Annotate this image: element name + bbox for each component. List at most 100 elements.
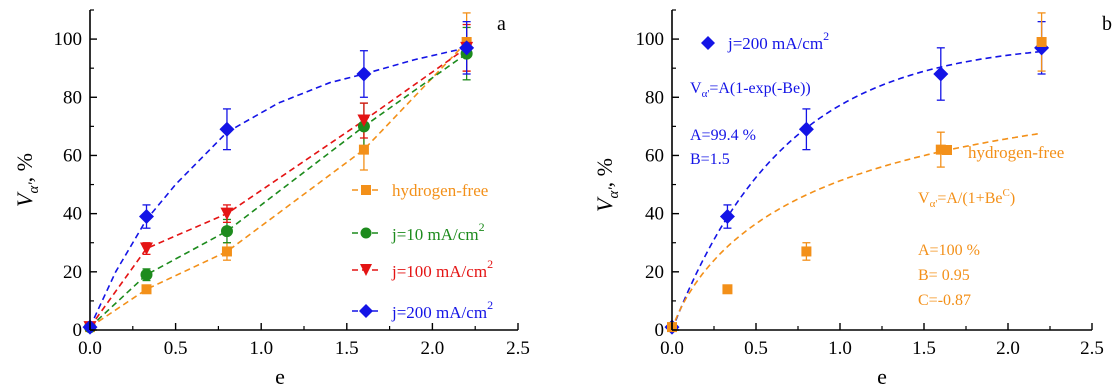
legend-label-main: j=10 mA/cm — [391, 225, 479, 244]
legend-square-marker — [942, 145, 952, 155]
formula-mid: =A/(1+Be — [937, 190, 1002, 207]
legend-label: j=100 mA/cm2 — [391, 257, 493, 281]
x-tick-label: 0.5 — [164, 338, 188, 359]
y-tick-label: 40 — [645, 204, 664, 225]
x-tick-label: 1.5 — [335, 338, 359, 359]
panel-b-y-title-sub: α' — [606, 187, 622, 199]
y-tick-label: 100 — [54, 29, 83, 50]
legend-label-sup: 2 — [487, 257, 493, 271]
trend-line-hydrogen_free — [89, 41, 468, 328]
formula-v: V — [918, 190, 930, 207]
x-tick-label: 1.5 — [912, 338, 936, 359]
legend-label: hydrogen-free — [392, 181, 488, 200]
legend-item-j10: j=10 mA/cm2 — [352, 220, 485, 244]
y-tick-label: 0 — [655, 320, 665, 341]
legend-label: hydrogen-free — [968, 143, 1064, 162]
data-point-j200 — [459, 40, 475, 56]
legend-label: j=200 mA/cm2 — [727, 29, 829, 53]
panel-b-y-title-main: V — [592, 196, 617, 212]
y-tick-label: 100 — [636, 29, 665, 50]
x-tick-label: 0.0 — [78, 338, 102, 359]
data-point-j200 — [798, 121, 814, 137]
formula-v-sub: α' — [702, 88, 710, 100]
formula-rest: =A(1-exp(-Be)) — [709, 80, 810, 97]
legend-square-marker — [361, 185, 371, 195]
data-point-j200 — [138, 209, 154, 225]
data-point-j10 — [220, 225, 233, 238]
legend-diamond-marker — [701, 36, 715, 50]
formula-v-sub: α' — [930, 198, 938, 210]
panel-a-y-title-main: V — [12, 191, 37, 207]
x-tick-label: 0.5 — [744, 338, 768, 359]
y-tick-label: 80 — [645, 87, 664, 108]
panel-b-x-axis-title: e — [877, 364, 887, 385]
fit-param-a: A=100 % — [918, 242, 980, 259]
formula-close: ) — [1010, 190, 1015, 207]
legend-item-hydrogen-free: hydrogen-free — [352, 181, 488, 200]
fit-curve-hydrogen_free — [671, 132, 1042, 331]
y-tick-label: 20 — [63, 262, 82, 283]
legend-label-sup: 2 — [487, 298, 493, 312]
panel-a-legend: hydrogen-free j=10 mA/cm2 j=100 mA/cm2 j… — [352, 181, 493, 322]
fit-param-b: B=1.5 — [690, 151, 730, 168]
legend-diamond-marker — [359, 304, 373, 318]
y-tick-label: 40 — [63, 204, 82, 225]
panel-b-letter: b — [1102, 13, 1112, 35]
y-tick-label: 60 — [645, 145, 664, 166]
legend-item-j100: j=100 mA/cm2 — [352, 257, 493, 281]
data-point-hydrogen_free — [221, 246, 232, 257]
legend-item-j200: j=200 mA/cm2 — [352, 298, 493, 322]
formula-sup: C — [1002, 187, 1009, 199]
data-point-j100 — [220, 207, 234, 221]
y-tick-label: 0 — [73, 320, 83, 341]
y-tick-label: 60 — [63, 145, 82, 166]
data-point-hydrogen_free — [722, 284, 733, 295]
trend-line-j200 — [89, 47, 467, 328]
fit-curve-j200 — [671, 50, 1042, 331]
data-point-hydrogen_free — [801, 246, 812, 257]
y-tick-label: 20 — [645, 262, 664, 283]
legend-label-sup: 2 — [479, 220, 485, 234]
fit-param-a: A=99.4 % — [690, 127, 756, 144]
panel-b-y-axis-title: Vα', % — [592, 158, 622, 212]
data-point-j10 — [140, 268, 153, 281]
x-tick-label: 2.0 — [996, 338, 1020, 359]
x-tick-label: 2.5 — [506, 338, 530, 359]
legend-circle-marker — [360, 227, 372, 239]
data-point-hydrogen_free — [935, 144, 946, 155]
panel-a-axes: 0.0 0.5 1.0 1.5 2.0 2.5 0 20 40 60 80 100 — [54, 9, 530, 359]
x-tick-label: 0.0 — [660, 338, 684, 359]
panel-b-legend-j200: j=200 mA/cm2 — [701, 29, 829, 53]
legend-label-sup: 2 — [823, 29, 829, 43]
panel-a-y-title-suffix: , % — [12, 153, 37, 182]
data-point-j200 — [719, 209, 735, 225]
fit-param-c: C=-0.87 — [918, 292, 971, 309]
trend-line-j10 — [89, 52, 468, 328]
data-point-j200 — [356, 66, 372, 82]
data-point-j200 — [219, 121, 235, 137]
fit-formula-logistic: Vα'=A/(1+BeC) — [918, 187, 1015, 210]
panel-a: 0.0 0.5 1.0 1.5 2.0 2.5 0 20 40 60 80 100 a e Vα', … — [12, 9, 530, 385]
fit-param-b: B= 0.95 — [918, 267, 970, 284]
data-point-hydrogen_free — [358, 144, 369, 155]
x-tick-label: 1.0 — [828, 338, 852, 359]
x-tick-label: 2.0 — [421, 338, 445, 359]
data-point-hydrogen_free — [141, 284, 152, 295]
x-tick-label: 1.0 — [249, 338, 273, 359]
legend-label-main: j=200 mA/cm — [391, 303, 487, 322]
data-point-j200 — [933, 66, 949, 82]
panel-b-y-title-suffix: , % — [592, 158, 617, 187]
y-tick-label: 80 — [63, 87, 82, 108]
legend-label-main: j=100 mA/cm — [391, 262, 487, 281]
formula-v: V — [690, 80, 702, 97]
data-point-j100 — [357, 114, 371, 128]
panel-a-y-title-sub: α' — [26, 182, 42, 194]
data-point-hydrogen_free — [1036, 37, 1047, 47]
panel-a-x-axis-title: e — [275, 364, 285, 385]
legend-label: j=200 mA/cm2 — [391, 298, 493, 322]
x-tick-label: 2.5 — [1080, 338, 1104, 359]
panel-a-letter: a — [497, 13, 506, 35]
panel-b-fit-curves — [671, 50, 1042, 331]
